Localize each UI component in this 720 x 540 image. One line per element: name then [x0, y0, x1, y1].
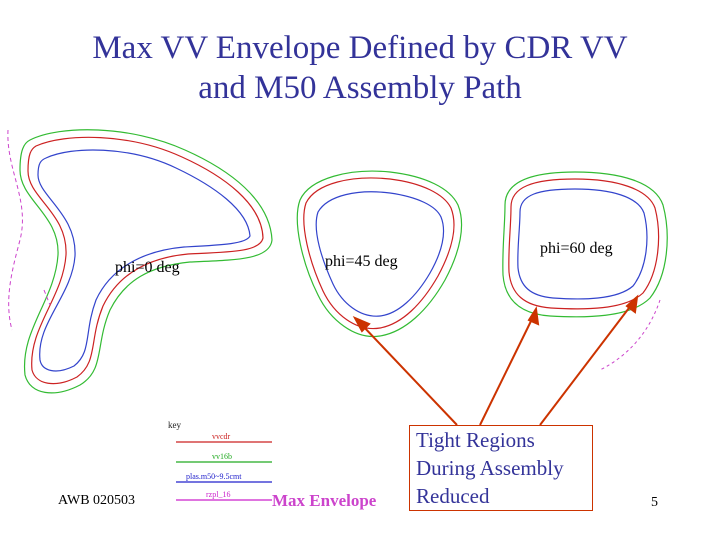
phi60-middle-contour — [508, 178, 660, 310]
panel-phi0-contours — [7, 129, 273, 394]
key-label-vvcdr: vvcdr — [212, 432, 231, 441]
panel-phi45-contours — [296, 170, 463, 338]
arrow-to-phi60-left — [479, 316, 534, 426]
page-number: 5 — [651, 495, 658, 510]
arrow-head-phi45 — [352, 315, 371, 333]
phi45-inner-contour — [315, 191, 445, 317]
phi60-outer-contour — [502, 171, 668, 318]
phi45-middle-contour — [303, 177, 455, 330]
phi60-inner-contour — [517, 188, 648, 300]
panel-phi60-contours — [502, 171, 668, 371]
max-envelope-label: Max Envelope — [272, 491, 377, 510]
key-label-vv16b: vv16b — [212, 452, 232, 461]
label-phi-45: phi=45 deg — [325, 253, 398, 270]
footer-author-date: AWB 020503 — [58, 493, 136, 508]
phi60-magenta-contour — [599, 299, 661, 371]
callout-box: Tight Regions During Assembly Reduced — [409, 425, 593, 511]
callout-line-3: Reduced — [416, 484, 490, 508]
phi45-outer-contour — [296, 170, 463, 338]
label-phi-60: phi=60 deg — [540, 240, 613, 257]
arrow-to-phi45 — [361, 324, 458, 426]
key-title: key — [168, 420, 181, 430]
callout-line-1: Tight Regions — [416, 428, 535, 452]
callout-arrows — [352, 294, 639, 426]
phi0-middle-contour — [27, 136, 264, 385]
label-phi-0: phi=0 deg — [115, 259, 180, 276]
arrow-head-phi60-left — [527, 306, 540, 326]
slide-title: Max VV Envelope Defined by CDR VV and M5… — [0, 28, 720, 108]
callout-line-2: During Assembly — [416, 456, 564, 480]
key-label-rzpl: rzpl_16 — [206, 490, 231, 499]
phi0-outer-contour — [19, 129, 273, 394]
key-label-plas: plas.m50~9.5cmt — [186, 472, 242, 481]
arrow-head-phi60-right — [625, 294, 639, 314]
phi0-magenta-contour — [7, 129, 51, 331]
title-line-2: and M50 Assembly Path — [198, 70, 522, 106]
title-line-1: Max VV Envelope Defined by CDR VV — [92, 30, 628, 66]
phi0-inner-contour — [37, 149, 251, 372]
key-swatches — [176, 441, 272, 501]
arrow-to-phi60-right — [539, 303, 633, 426]
